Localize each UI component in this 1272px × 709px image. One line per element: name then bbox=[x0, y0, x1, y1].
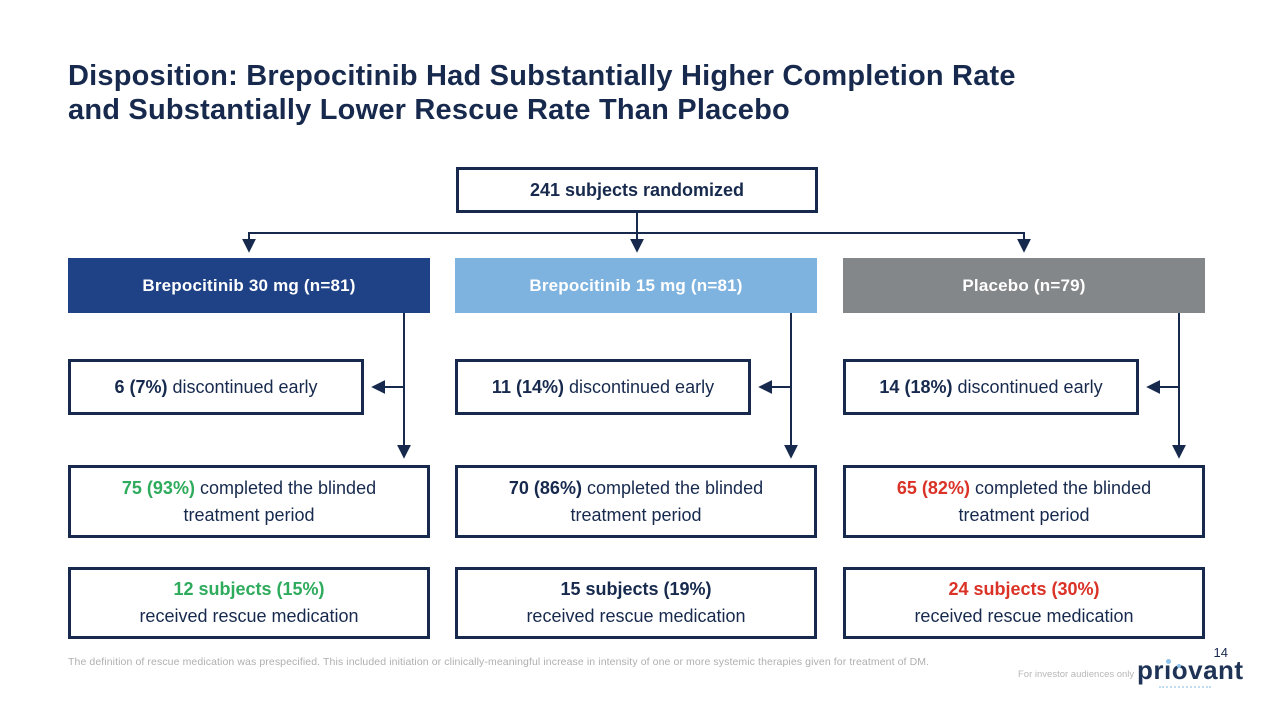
arm1-discontinued-text: 6 (7%) discontinued early bbox=[114, 377, 317, 398]
arm1-completed-text: 75 (93%) completed the blinded treatment… bbox=[85, 468, 413, 535]
arm1-rescue-label: received rescue medication bbox=[139, 606, 359, 626]
arm1-rescue-value: 12 subjects (15%) bbox=[173, 579, 325, 599]
arm3-header-label: Placebo (n=79) bbox=[962, 275, 1086, 295]
logo-text-post: ovant bbox=[1171, 655, 1244, 685]
arm2-header-label: Brepocitinib 15 mg (n=81) bbox=[529, 275, 743, 295]
arm2-discontinued-text: 11 (14%) discontinued early bbox=[492, 377, 714, 398]
slide-title: Disposition: Brepocitinib Had Substantia… bbox=[68, 60, 1218, 128]
arm1-completed-label: completed the blinded treatment period bbox=[183, 478, 377, 525]
arm3-completed-box: 65 (82%) completed the blinded treatment… bbox=[843, 465, 1205, 538]
arm2-completed-label: completed the blinded treatment period bbox=[570, 478, 764, 525]
arm2-completed-box: 70 (86%) completed the blinded treatment… bbox=[455, 465, 817, 538]
root-box: 241 subjects randomized bbox=[456, 167, 818, 213]
arm2-discontinued-label: discontinued early bbox=[568, 376, 715, 397]
arm2-discontinued-value: 11 (14%) bbox=[491, 376, 564, 397]
arm1-header-box: Brepocitinib 30 mg (n=81) bbox=[68, 258, 430, 313]
arm3-discontinued-text: 14 (18%) discontinued early bbox=[879, 377, 1102, 398]
arm3-header-box: Placebo (n=79) bbox=[843, 258, 1205, 313]
audience-note: For investor audiences only bbox=[1018, 669, 1135, 680]
arm3-completed-label: completed the blinded treatment period bbox=[958, 478, 1152, 525]
footnote: The definition of rescue medication was … bbox=[68, 656, 930, 668]
arm2-completed-text: 70 (86%) completed the blinded treatment… bbox=[472, 468, 800, 535]
arm3-rescue-value: 24 subjects (30%) bbox=[948, 579, 1100, 599]
arm3-discontinued-label: discontinued early bbox=[957, 376, 1103, 397]
arm2-discontinued-box: 11 (14%) discontinued early bbox=[455, 359, 751, 415]
arm1-rescue-box: 12 subjects (15%) received rescue medica… bbox=[68, 567, 430, 639]
arm2-rescue-box: 15 subjects (19%) received rescue medica… bbox=[455, 567, 817, 639]
arm1-completed-box: 75 (93%) completed the blinded treatment… bbox=[68, 465, 430, 538]
arm2-rescue-label: received rescue medication bbox=[526, 606, 746, 626]
arm3-completed-text: 65 (82%) completed the blinded treatment… bbox=[860, 468, 1188, 535]
arm3-completed-value: 65 (82%) bbox=[896, 478, 970, 499]
arm3-discontinued-box: 14 (18%) discontinued early bbox=[843, 359, 1139, 415]
slide-title-line1: Disposition: Brepocitinib Had Substantia… bbox=[68, 60, 1016, 92]
arm1-header-label: Brepocitinib 30 mg (n=81) bbox=[142, 275, 356, 295]
arm2-completed-value: 70 (86%) bbox=[508, 478, 582, 499]
page-number: 14 bbox=[1213, 645, 1228, 660]
logo-text-pre: pr bbox=[1137, 655, 1164, 685]
arm2-header-box: Brepocitinib 15 mg (n=81) bbox=[455, 258, 817, 313]
arm1-discontinued-box: 6 (7%) discontinued early bbox=[68, 359, 364, 415]
arm1-discontinued-label: discontinued early bbox=[172, 376, 318, 397]
root-box-label: 241 subjects randomized bbox=[529, 179, 745, 200]
logo-tagline-dots bbox=[1159, 686, 1211, 688]
arm1-discontinued-value: 6 (7%) bbox=[114, 376, 168, 397]
arm1-completed-value: 75 (93%) bbox=[121, 478, 195, 499]
slide-title-line2: and Substantially Lower Rescue Rate Than… bbox=[68, 93, 790, 126]
logo-o-dot-icon bbox=[1177, 664, 1181, 668]
logo-i-dot-icon bbox=[1166, 659, 1171, 664]
priovant-logo: prıovant bbox=[1137, 655, 1244, 688]
arm3-discontinued-value: 14 (18%) bbox=[879, 376, 953, 397]
logo-text-i: ı bbox=[1164, 655, 1172, 685]
arm2-rescue-value: 15 subjects (19%) bbox=[560, 579, 712, 599]
arm3-rescue-box: 24 subjects (30%) received rescue medica… bbox=[843, 567, 1205, 639]
arm3-rescue-label: received rescue medication bbox=[914, 606, 1134, 626]
